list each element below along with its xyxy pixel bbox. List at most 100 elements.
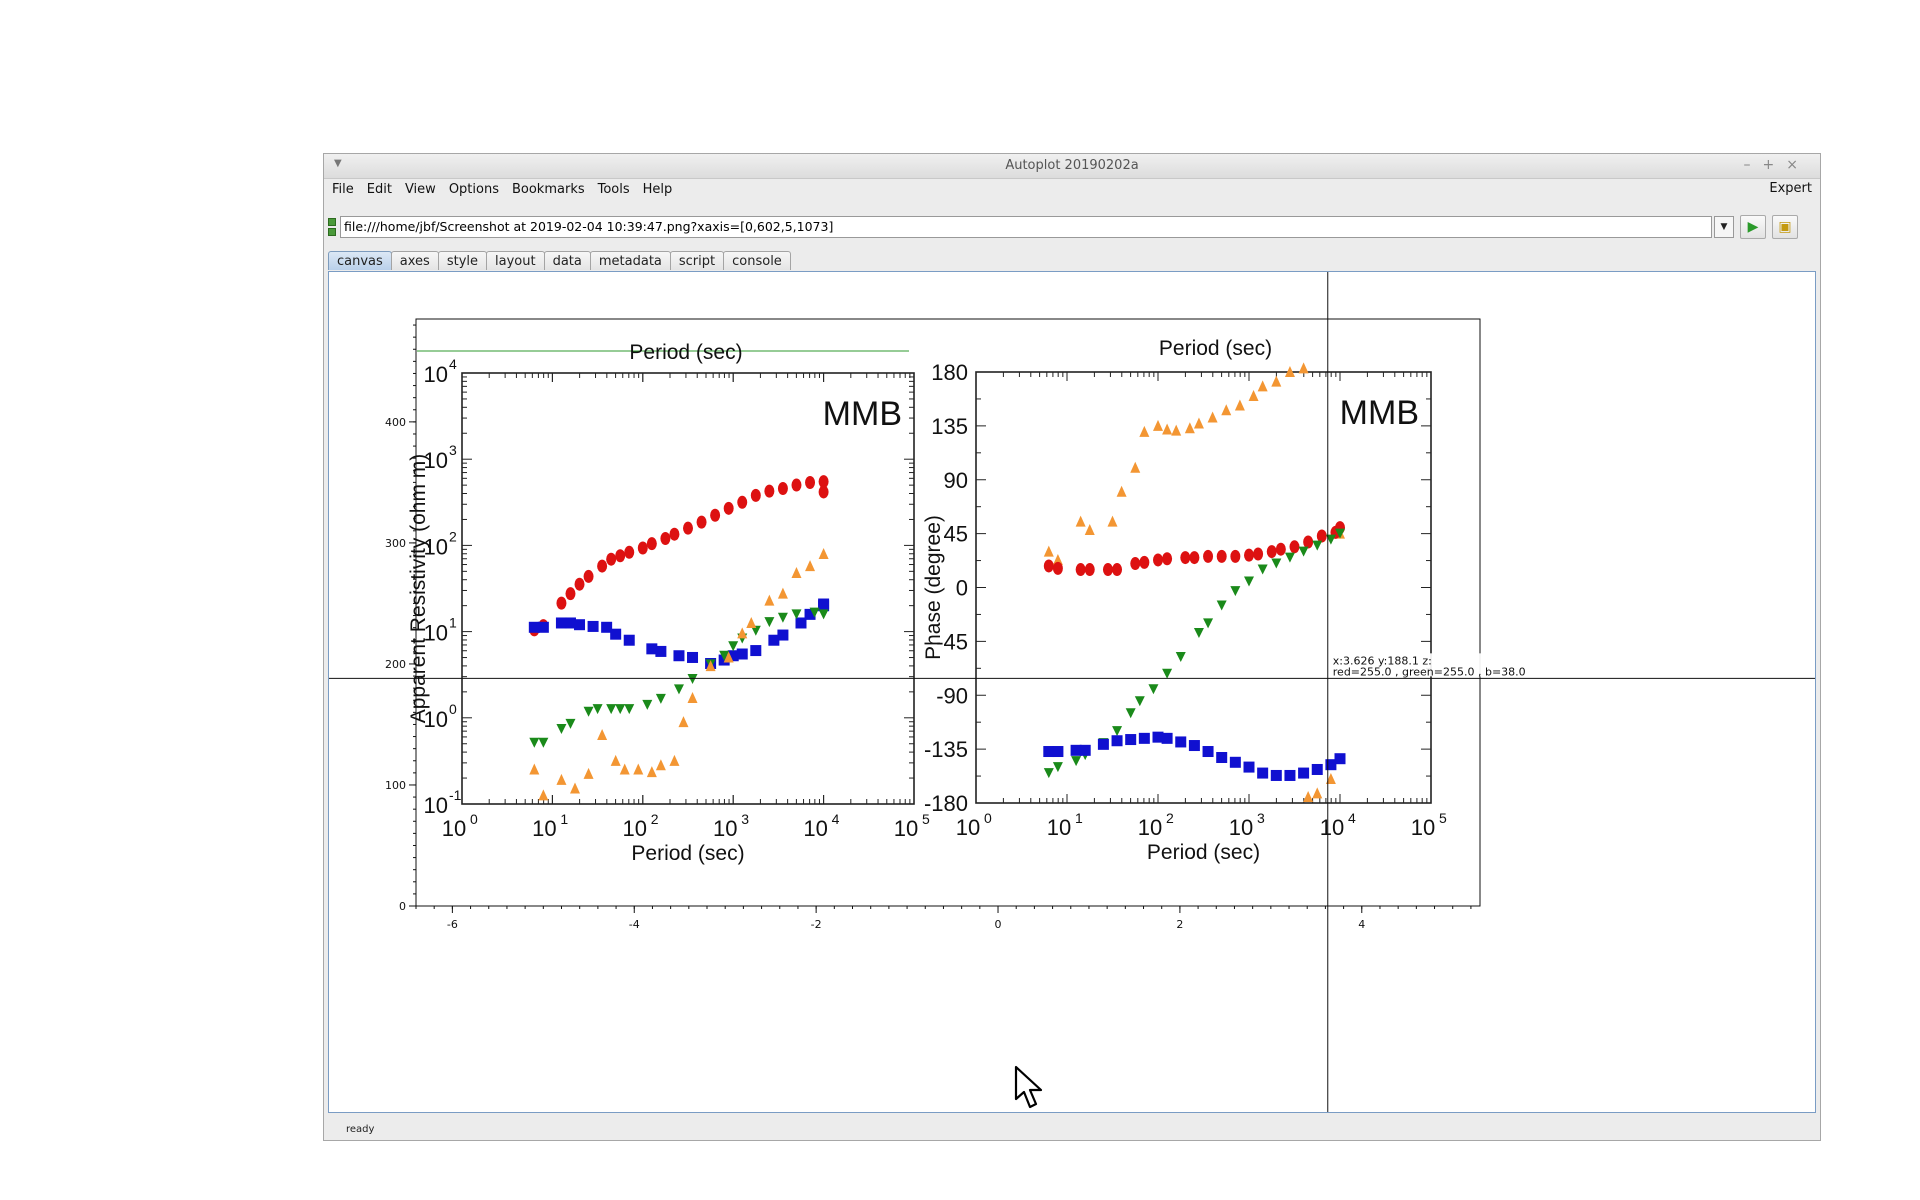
x-tick-label: 2 [1176,918,1183,931]
x-tick-label: 10 [1229,815,1253,840]
play-triangle-icon[interactable]: ▶ [1740,215,1766,239]
data-point [1084,563,1095,577]
data-point [705,660,716,672]
tab-metadata[interactable]: metadata [589,251,671,270]
data-point [1112,563,1123,577]
menu-file[interactable]: File [332,182,354,197]
data-point [750,645,762,657]
url-input[interactable]: file:///home/jbf/Screenshot at 2019-02-0… [340,216,1712,238]
y-tick-exponent: 1 [449,615,457,631]
data-point [1243,761,1255,773]
data-point [818,475,829,489]
menu-view[interactable]: View [404,182,436,197]
minimize-icon[interactable]: – [1743,157,1763,173]
y-tick-exponent: 2 [449,528,457,544]
data-point [1303,791,1314,803]
close-icon[interactable]: × [1786,157,1810,173]
data-point [723,501,734,515]
menu-options[interactable]: Options [448,182,499,197]
phase-panel-frame [975,371,1432,804]
y-tick-label: 10 [424,707,448,732]
data-point [1234,399,1245,411]
data-point [606,552,617,566]
data-point [1203,549,1214,563]
window-menu-icon[interactable]: ▼ [334,158,342,169]
data-point [809,607,820,618]
data-point [746,616,757,628]
data-point [1052,561,1063,575]
menu-edit[interactable]: Edit [366,182,392,197]
data-point [538,737,549,748]
data-point [660,532,671,546]
menu-bookmarks[interactable]: Bookmarks [511,182,585,197]
tab-style[interactable]: style [437,251,488,270]
panel-top-title: Period (sec) [629,341,742,364]
data-point [1112,726,1123,737]
plot-svg[interactable]: 10 0 10 1 10 2 10 3 10 4 10 510 -110 010 110 210 310 4MMB… [329,272,1815,1112]
panel-label: MMB [1340,394,1419,432]
data-point [601,621,613,633]
data-point [1171,424,1182,436]
data-point [583,767,594,779]
x-tick-exponent: 1 [1075,810,1083,826]
data-point [1216,549,1227,563]
folder-bookmark-icon[interactable]: ▣ [1772,215,1798,239]
y-tick-exponent: 0 [449,701,457,717]
app-window: ▼ Autoplot 20190202a –+× File Edit View Opt… [323,153,1821,1141]
menu-help[interactable]: Help [642,182,673,197]
status-text: ready [346,1124,375,1135]
y-tick-label: 10 [424,534,448,559]
data-point [1312,540,1323,551]
y-tick-label: 200 [385,658,406,671]
crosshair-readout-bg [1330,653,1553,677]
data-point [791,566,802,578]
data-point [1253,547,1264,561]
image-layer [417,350,1432,805]
data-point [564,617,576,629]
data-point [646,643,658,655]
data-point [592,704,603,715]
data-point [655,759,666,771]
data-point [574,577,585,591]
tab-script[interactable]: script [669,251,725,270]
data-point [1139,425,1150,437]
menu-bar: File Edit View Options Bookmarks Tools Help Ex… [324,178,1820,200]
data-point [1153,419,1163,431]
data-point [1116,485,1127,497]
tab-data[interactable]: data [543,251,591,270]
data-point [791,478,802,492]
tab-console[interactable]: console [723,251,791,270]
tab-layout[interactable]: layout [486,251,545,270]
x-tick-label: 10 [1138,815,1162,840]
series-blue [1043,731,1346,781]
tab-canvas[interactable]: canvas [328,251,392,270]
series-blue [528,598,830,669]
data-point [610,628,622,640]
data-point [1275,542,1286,556]
data-point [1138,732,1150,744]
expert-mode-toggle[interactable]: Expert [1769,181,1812,196]
axes-frame [415,318,1481,907]
data-point [1325,759,1337,771]
data-point [570,782,580,794]
tab-axes[interactable]: axes [390,251,439,270]
title-bar[interactable]: ▼ Autoplot 20190202a –+× [324,154,1820,179]
menu-tools[interactable]: Tools [597,182,630,197]
x-tick-exponent: 2 [1166,810,1174,826]
chevron-down-icon[interactable]: ▼ [1714,216,1734,238]
data-point [1311,763,1323,775]
x-tick-label: 10 [803,816,827,841]
plot-canvas[interactable]: 10 0 10 1 10 2 10 3 10 4 10 5 10 -1 10 0 10 1 10 2 10 3 10 4 MMB… [328,271,1816,1113]
data-source-icon [328,218,336,236]
data-point [750,625,761,636]
maximize-icon[interactable]: + [1762,157,1787,173]
series-orange [529,548,829,801]
data-point [737,627,748,639]
x-tick-label: 10 [532,816,556,841]
data-point [1043,746,1055,758]
data-point [1111,735,1123,747]
data-point [1175,651,1186,662]
x-tick-exponent: 0 [470,811,478,827]
x-tick-exponent: 1 [560,811,568,827]
data-point [1043,545,1054,557]
